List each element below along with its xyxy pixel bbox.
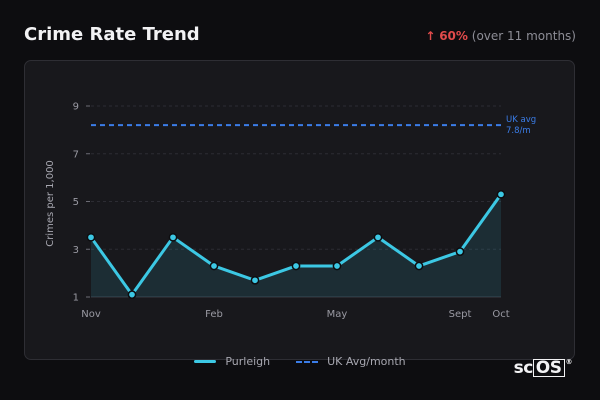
grid-lines — [91, 105, 501, 298]
legend-label-uk-average: UK Avg/month — [327, 355, 406, 368]
x-tick-label-may: May — [327, 309, 348, 320]
data-point-jul — [414, 261, 424, 271]
chart-legend: Purleigh UK Avg/month — [0, 355, 600, 368]
y-axis-label: Crimes per 1,000 — [45, 160, 56, 247]
data-point-jun — [373, 232, 383, 242]
uk-average-value-label: 7.8/m — [506, 126, 531, 136]
legend-swatch-line — [194, 360, 217, 363]
data-point-apr — [291, 261, 301, 271]
legend-item-purleigh[interactable]: Purleigh — [194, 355, 270, 368]
chart-title: Crime Rate Trend — [24, 24, 200, 45]
change-indicator: ↑ 60% (over 11 months) — [425, 29, 576, 43]
y-tick-label-1: 1 — [73, 293, 79, 304]
change-value: 60% — [439, 29, 468, 43]
up-arrow-icon: ↑ — [425, 29, 436, 43]
y-tick-label-9: 9 — [73, 102, 79, 113]
x-tick-label-sept: Sept — [449, 309, 472, 320]
data-points — [86, 189, 506, 299]
y-axis-ticks: 1 3 5 7 9 — [73, 102, 90, 304]
data-point-jan — [168, 232, 178, 242]
x-tick-label-oct: Oct — [492, 309, 509, 320]
chart-card — [24, 60, 575, 360]
y-tick-label-5: 5 — [73, 197, 79, 208]
x-axis-ticks: Nov Feb May Sept Oct — [81, 309, 509, 320]
y-tick-label-7: 7 — [73, 149, 79, 160]
change-note: (over 11 months) — [471, 29, 576, 43]
uk-average-label: UK avg — [506, 115, 536, 125]
y-tick-label-3: 3 — [73, 245, 79, 256]
data-point-nov — [86, 232, 96, 242]
data-point-sept — [455, 247, 465, 256]
legend-item-uk-average[interactable]: UK Avg/month — [296, 355, 406, 368]
legend-swatch-dashed — [296, 360, 319, 363]
data-point-dec — [127, 290, 137, 299]
data-point-may — [332, 261, 342, 271]
x-tick-label-nov: Nov — [81, 309, 101, 320]
series-area-fill — [91, 194, 501, 297]
scos-logo: sc OS ® — [513, 358, 573, 378]
legend-label-purleigh: Purleigh — [225, 355, 271, 368]
x-tick-label-feb: Feb — [205, 309, 223, 320]
data-point-oct — [496, 189, 506, 199]
data-point-mar — [250, 275, 260, 285]
data-point-feb — [209, 261, 219, 271]
